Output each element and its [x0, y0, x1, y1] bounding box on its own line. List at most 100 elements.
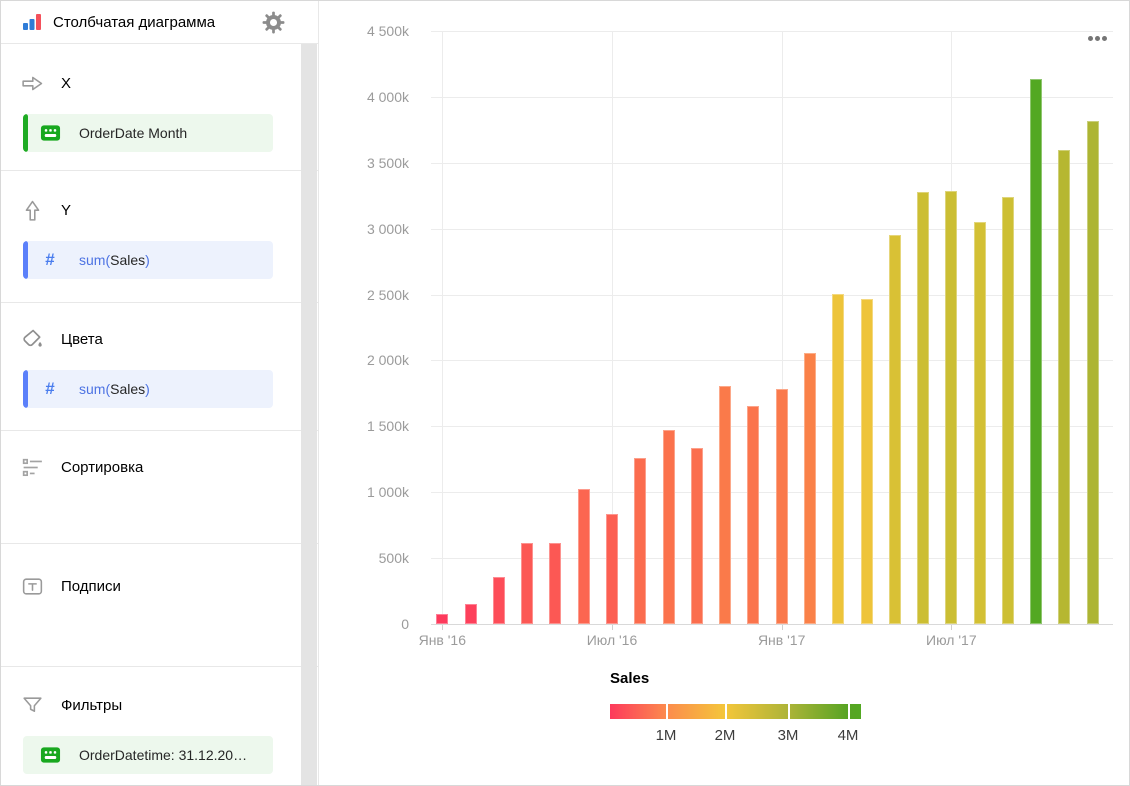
x-axis-tick-label: Янв '16	[418, 632, 466, 648]
bar[interactable]	[690, 448, 703, 624]
field-label: sum(Sales)	[79, 252, 150, 268]
x-axis-tickmark	[951, 624, 953, 630]
section-colors-label: Цвета	[61, 330, 103, 348]
section-x-header: X	[1, 70, 318, 96]
v-gridline	[781, 31, 783, 624]
legend-tick-label: 4M	[837, 727, 859, 744]
bar[interactable]	[747, 405, 760, 624]
bar[interactable]	[803, 353, 816, 624]
legend-tick-label: 3M	[777, 727, 799, 744]
x-axis-tick-label: Июл '17	[926, 632, 977, 648]
bar[interactable]	[945, 191, 958, 624]
y-axis-tick-label: 2 000k	[366, 352, 409, 369]
arrow-up-icon	[19, 197, 45, 223]
h-gridline	[431, 426, 1113, 428]
section-x-label: X	[61, 74, 72, 92]
section-filters: Фильтры OrderDatetime: 31.12.20…	[1, 667, 318, 785]
hash-icon: #	[45, 250, 55, 269]
y-axis-tick-label: 500k	[378, 550, 409, 567]
sidebar-header: Столбчатая диаграмма	[1, 1, 318, 44]
bar[interactable]	[521, 542, 534, 624]
bar[interactable]	[719, 386, 732, 624]
legend-gradient-bar[interactable]	[610, 704, 861, 719]
h-gridline	[431, 228, 1113, 230]
bar[interactable]	[549, 542, 562, 624]
filter-label: OrderDatetime: 31.12.20…	[79, 747, 248, 763]
bar[interactable]	[832, 293, 845, 624]
bar[interactable]	[860, 299, 873, 624]
bar[interactable]	[917, 191, 930, 624]
x-axis-line	[431, 624, 1113, 625]
bar[interactable]	[1058, 150, 1071, 624]
bar[interactable]	[605, 513, 618, 624]
sidebar-scrollbar[interactable]	[301, 44, 317, 785]
bar[interactable]	[888, 235, 901, 624]
h-gridline	[431, 96, 1113, 98]
section-labels-label: Подписи	[61, 577, 121, 595]
bar[interactable]	[634, 457, 647, 624]
y-axis-tick-label: 1 000k	[366, 484, 409, 501]
text-label-icon	[19, 573, 45, 599]
paint-icon	[19, 326, 45, 352]
field-chip-orderdate-month[interactable]: OrderDate Month	[23, 114, 273, 152]
section-y-label: Y	[61, 201, 72, 219]
bar[interactable]	[464, 604, 477, 624]
y-axis-tick-label: 1 500k	[366, 418, 409, 435]
h-gridline	[431, 162, 1113, 164]
legend-title: Sales	[610, 670, 650, 687]
legend-tick-separator	[725, 704, 727, 719]
section-colors-header: Цвета	[1, 326, 318, 352]
section-labels-header: Подписи	[1, 573, 318, 599]
y-axis-tick-label: 2 500k	[366, 286, 409, 303]
section-sorting-label: Сортировка	[61, 458, 144, 476]
bar[interactable]	[1086, 121, 1099, 624]
chart-menu-button[interactable]	[1088, 32, 1112, 44]
chart-type-icon[interactable]	[19, 10, 43, 34]
panel-title: Столбчатая диаграмма	[53, 13, 216, 31]
field-accent-bar	[23, 370, 28, 408]
bar[interactable]	[492, 577, 505, 624]
h-gridline	[431, 360, 1113, 362]
field-chip-sum-sales-y[interactable]: # sum(Sales)	[23, 241, 273, 279]
field-accent-bar	[23, 114, 28, 152]
legend-tick-label: 1M	[655, 727, 677, 744]
y-axis-tick-label: 4 500k	[366, 23, 409, 39]
chart-area: Sales 0 500k 1 000k 1 500k 2 000k 2 500k 3 000…	[320, 1, 1129, 785]
bar[interactable]	[1030, 79, 1043, 624]
calendar-icon	[39, 745, 61, 765]
section-filters-header: Фильтры	[1, 692, 318, 718]
x-axis-tick-label: Янв '17	[757, 632, 806, 648]
sort-icon	[19, 454, 45, 480]
field-accent-bar	[23, 241, 28, 279]
legend-tick-separator	[666, 704, 668, 719]
h-gridline	[431, 294, 1113, 296]
bar[interactable]	[436, 614, 449, 624]
y-axis-tick-label: 0	[401, 616, 409, 632]
x-axis-tickmark	[781, 624, 783, 630]
legend-tick-separator	[788, 704, 790, 719]
hash-icon: #	[45, 379, 55, 398]
legend-tick-separator	[848, 704, 850, 719]
funnel-icon	[19, 692, 45, 718]
bar[interactable]	[1001, 197, 1014, 624]
section-y: Y # sum(Sales)	[1, 171, 318, 303]
section-sorting-header: Сортировка	[1, 454, 318, 480]
gear-icon[interactable]	[261, 10, 286, 35]
bar[interactable]	[662, 430, 675, 624]
y-axis-tick-label: 3 000k	[366, 220, 409, 237]
section-sorting: Сортировка	[1, 431, 318, 544]
section-filters-label: Фильтры	[61, 696, 123, 714]
section-labels: Подписи	[1, 544, 318, 667]
x-axis-tick-label: Июл '16	[586, 632, 638, 648]
bar[interactable]	[577, 488, 590, 624]
bar[interactable]	[775, 388, 788, 624]
y-axis-tick-label: 3 500k	[366, 154, 409, 171]
bar[interactable]	[973, 222, 986, 624]
calendar-icon	[39, 123, 61, 143]
arrow-right-icon	[19, 70, 45, 96]
field-label: OrderDate Month	[79, 125, 188, 141]
sidebar: Столбчатая диаграмма	[1, 1, 319, 785]
field-chip-sum-sales-colors[interactable]: # sum(Sales)	[23, 370, 273, 408]
section-x: X OrderDate Month	[1, 44, 318, 171]
filter-chip-orderdatetime[interactable]: OrderDatetime: 31.12.20…	[23, 736, 273, 774]
